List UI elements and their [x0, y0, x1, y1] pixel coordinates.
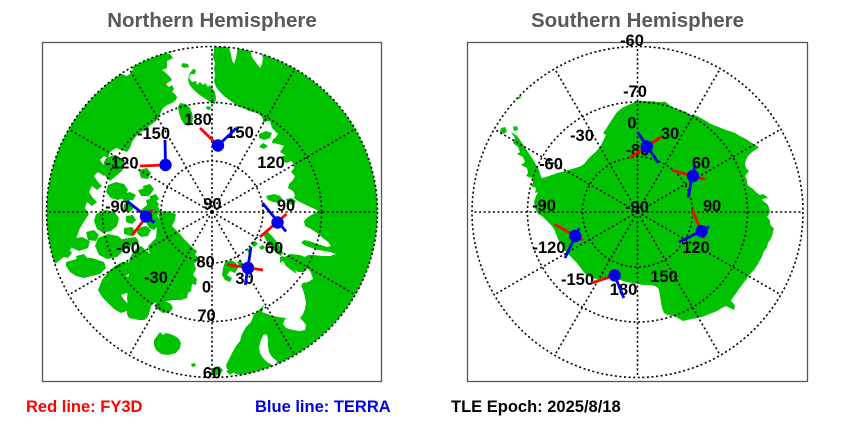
svg-text:80: 80: [196, 254, 214, 272]
svg-text:-30: -30: [570, 127, 594, 145]
svg-text:-60: -60: [620, 32, 644, 50]
svg-text:180: 180: [610, 281, 638, 299]
svg-text:60: 60: [692, 155, 710, 173]
svg-text:30: 30: [661, 125, 679, 143]
svg-text:-30: -30: [144, 269, 168, 287]
svg-text:90: 90: [703, 198, 721, 216]
svg-text:90: 90: [203, 196, 221, 214]
svg-text:-60: -60: [539, 156, 563, 174]
svg-text:-90: -90: [105, 198, 129, 216]
svg-text:60: 60: [203, 365, 221, 383]
svg-text:120: 120: [682, 239, 710, 257]
svg-text:TLE Epoch: 2025/8/18: TLE Epoch: 2025/8/18: [451, 398, 621, 416]
svg-text:-90: -90: [625, 199, 649, 217]
svg-text:-90: -90: [532, 197, 556, 215]
svg-text:-120: -120: [532, 239, 565, 257]
svg-text:Southern Hemisphere: Southern Hemisphere: [531, 9, 744, 32]
svg-text:-60: -60: [116, 240, 140, 258]
svg-text:30: 30: [235, 270, 253, 288]
svg-text:-150: -150: [561, 271, 594, 289]
svg-text:Blue line: TERRA: Blue line: TERRA: [255, 398, 391, 416]
svg-text:Red line: FY3D: Red line: FY3D: [26, 398, 143, 416]
svg-text:70: 70: [197, 307, 215, 325]
svg-text:0: 0: [627, 115, 636, 133]
svg-text:150: 150: [226, 124, 254, 142]
svg-text:60: 60: [265, 240, 283, 258]
svg-text:-70: -70: [623, 83, 647, 101]
svg-text:-150: -150: [137, 125, 170, 143]
svg-text:Northern Hemisphere: Northern Hemisphere: [107, 9, 317, 32]
svg-text:-120: -120: [105, 155, 138, 173]
svg-text:150: 150: [650, 268, 678, 286]
svg-text:120: 120: [257, 154, 285, 172]
svg-text:0: 0: [202, 279, 211, 297]
svg-text:180: 180: [184, 111, 212, 129]
svg-text:90: 90: [277, 197, 295, 215]
